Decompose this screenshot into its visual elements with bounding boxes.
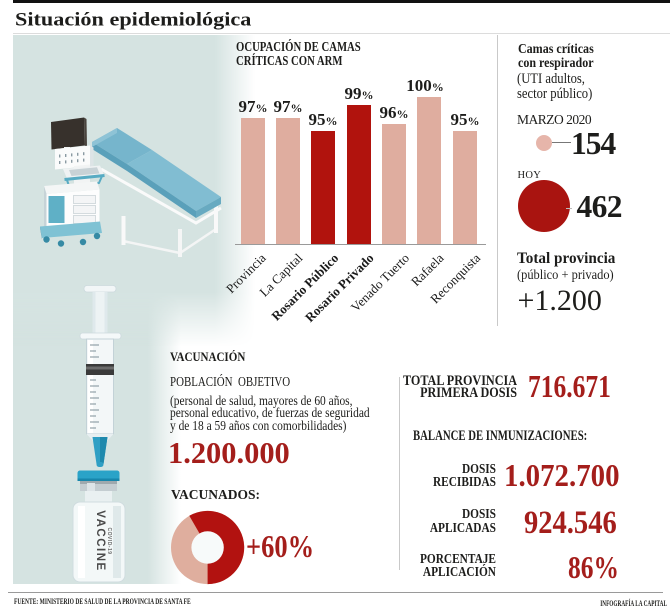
svg-text:VACCINE: VACCINE (94, 510, 106, 571)
svg-text:COVID-19: COVID-19 (106, 527, 112, 554)
